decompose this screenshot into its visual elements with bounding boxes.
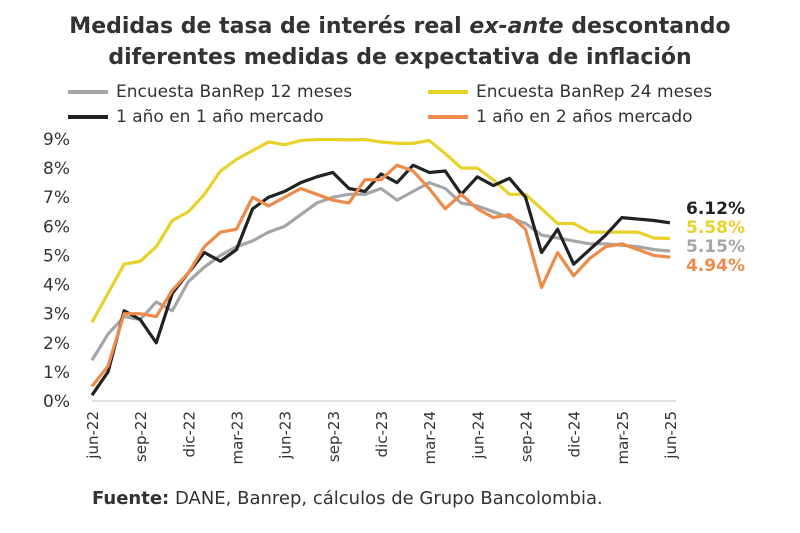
y-tick-label: 5% bbox=[43, 246, 70, 266]
series-line-1 bbox=[90, 137, 671, 324]
title-italic: ex-ante bbox=[469, 14, 564, 39]
x-tick-label: mar-23 bbox=[229, 411, 247, 465]
x-tick-label: jun-25 bbox=[662, 411, 680, 460]
end-value-label: 4.94% bbox=[686, 256, 745, 276]
x-tick-label: jun-24 bbox=[469, 411, 487, 460]
y-tick-label: 1% bbox=[43, 363, 70, 383]
x-tick-label: jun-22 bbox=[84, 411, 102, 460]
x-tick-label: dic-23 bbox=[373, 411, 391, 457]
y-tick-label: 7% bbox=[43, 188, 70, 208]
end-value-label: 5.58% bbox=[686, 218, 745, 238]
x-tick-label: mar-24 bbox=[421, 411, 439, 465]
legend-item-1en2: 1 año en 2 años mercado bbox=[428, 107, 693, 127]
legend-swatch bbox=[68, 90, 108, 94]
x-tick-label: mar-25 bbox=[614, 411, 632, 465]
title-part: Medidas de tasa de interés real bbox=[69, 14, 470, 39]
legend-item-24m: Encuesta BanRep 24 meses bbox=[428, 82, 712, 102]
x-tick-label: dic-24 bbox=[566, 411, 584, 457]
y-tick-label: 8% bbox=[43, 159, 70, 179]
legend-item-1en1: 1 año en 1 año mercado bbox=[68, 107, 324, 127]
series-line-2 bbox=[90, 163, 671, 397]
y-tick-label: 4% bbox=[43, 276, 70, 296]
series-line-0 bbox=[90, 181, 671, 362]
x-tick-label: sep-23 bbox=[325, 411, 343, 462]
legend-label: 1 año en 1 año mercado bbox=[116, 107, 324, 127]
y-tick-label: 9% bbox=[43, 130, 70, 150]
chart-title-line1: Medidas de tasa de interés real ex-ante … bbox=[0, 14, 800, 39]
x-tick-label: dic-22 bbox=[180, 411, 198, 457]
legend-label: 1 año en 2 años mercado bbox=[476, 107, 693, 127]
title-part: descontando bbox=[563, 14, 731, 39]
y-tick-label: 6% bbox=[43, 217, 70, 237]
x-tick-label: jun-23 bbox=[277, 411, 295, 460]
legend-label: Encuesta BanRep 24 meses bbox=[476, 82, 713, 102]
end-value-label: 5.15% bbox=[686, 237, 745, 257]
source-text: DANE, Banrep, cálculos de Grupo Bancolom… bbox=[169, 488, 603, 509]
chart-title-line2: diferentes medidas de expectativa de inf… bbox=[108, 45, 692, 70]
y-tick-label: 2% bbox=[43, 334, 70, 354]
legend-label: Encuesta BanRep 12 meses bbox=[116, 82, 353, 102]
legend-swatch bbox=[428, 90, 468, 94]
source-label: Fuente: bbox=[92, 488, 170, 509]
series-line-3 bbox=[90, 163, 671, 388]
legend-swatch bbox=[428, 115, 468, 119]
x-tick-label: sep-24 bbox=[518, 411, 536, 462]
legend-swatch bbox=[68, 115, 108, 119]
y-tick-label: 0% bbox=[43, 392, 70, 412]
y-tick-label: 3% bbox=[43, 305, 70, 325]
source-note: Fuente: DANE, Banrep, cálculos de Grupo … bbox=[92, 488, 603, 509]
legend-item-12m: Encuesta BanRep 12 meses bbox=[68, 82, 352, 102]
end-value-label: 6.12% bbox=[686, 199, 745, 219]
x-tick-label: sep-22 bbox=[132, 411, 150, 462]
